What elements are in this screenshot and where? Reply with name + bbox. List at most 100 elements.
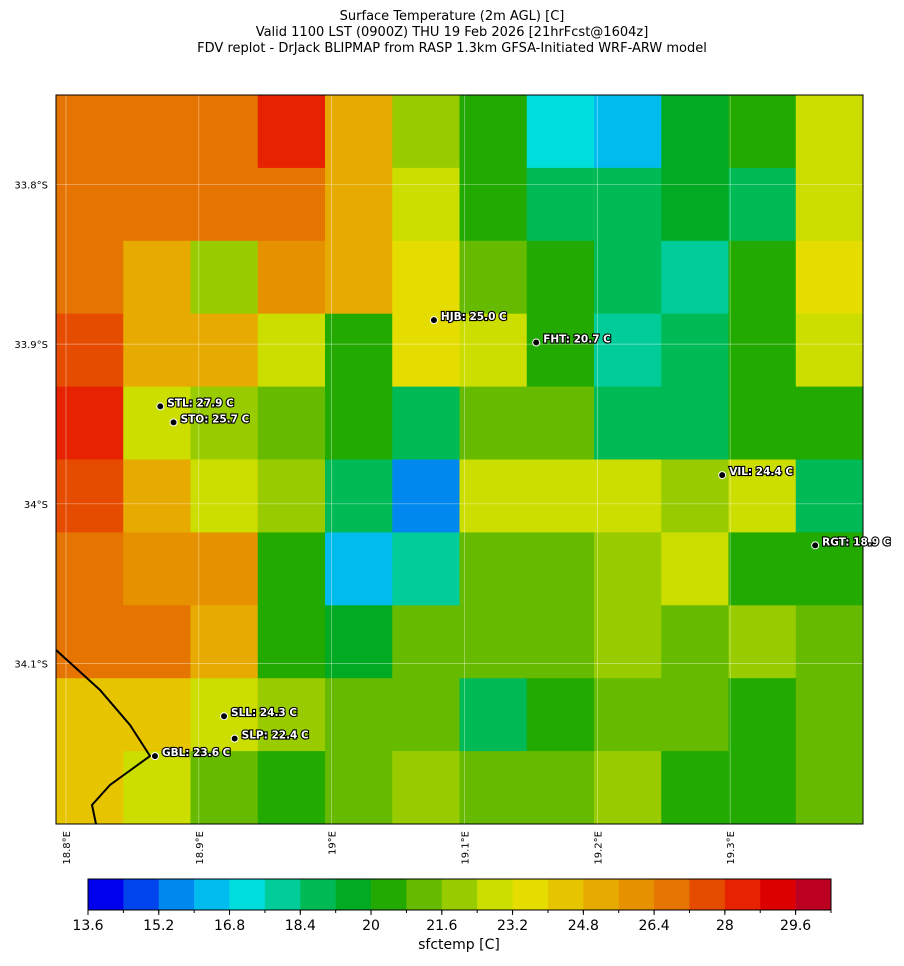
temperature-cell — [661, 313, 729, 388]
temperature-cell — [392, 313, 460, 388]
temperature-cell — [56, 678, 124, 752]
station-label: STO: 25.7 C — [181, 413, 250, 425]
temperature-cell — [123, 459, 191, 533]
temperature-cell — [526, 386, 595, 460]
temperature-cell — [325, 240, 393, 315]
temperature-cell — [795, 386, 864, 460]
temperature-cell — [459, 605, 528, 679]
station-marker — [718, 471, 727, 480]
temperature-cell — [728, 751, 797, 825]
temperature-cell — [56, 459, 124, 533]
temperature-cell — [325, 605, 393, 679]
station-marker — [150, 752, 159, 761]
colorbar-swatch — [760, 879, 796, 910]
colorbar-tick-label: 21.6 — [426, 918, 457, 934]
temperature-cell — [459, 313, 528, 388]
temperature-cell — [123, 95, 191, 169]
temperature-cell — [190, 459, 259, 533]
temperature-cell — [526, 313, 595, 388]
temperature-cell — [257, 240, 326, 315]
station-label: SLL: 24.3 C — [231, 707, 297, 719]
temperature-cell — [392, 386, 460, 460]
temperature-cell — [459, 532, 528, 606]
temperature-cell — [325, 167, 393, 242]
temperature-cell — [594, 459, 662, 533]
temperature-cell — [56, 751, 124, 825]
temperature-cell — [728, 459, 797, 533]
temperature-cell — [392, 605, 460, 679]
temperature-cell — [190, 167, 259, 242]
temperature-cell — [795, 313, 864, 388]
station-label: RGT: 18.9 C — [822, 536, 891, 548]
temperature-cell — [123, 751, 191, 825]
temperature-cell — [526, 240, 595, 315]
x-tick-label: 19.3°E — [726, 831, 737, 865]
colorbar-swatch — [689, 879, 726, 910]
temperature-cell — [123, 240, 191, 315]
station-label: HJB: 25.0 C — [441, 311, 507, 323]
station-marker — [156, 402, 165, 411]
colorbar-swatch — [583, 879, 620, 910]
temperature-cell — [728, 313, 797, 388]
temperature-cell — [190, 313, 259, 388]
temperature-cell — [728, 167, 797, 242]
temperature-cell — [56, 605, 124, 679]
y-tick-label: 34.1°S — [14, 660, 48, 671]
temperature-cell — [594, 678, 662, 752]
colorbar-tick-label: 23.2 — [497, 918, 528, 934]
temperature-cell — [123, 678, 191, 752]
colorbar-swatch — [795, 879, 832, 910]
colorbar-swatch — [512, 879, 549, 910]
colorbar-swatch — [300, 879, 336, 910]
temperature-cell — [325, 95, 393, 169]
colorbar-tick-label: 15.2 — [143, 918, 174, 934]
temperature-cell — [257, 167, 326, 242]
colorbar-swatch — [406, 879, 443, 910]
temperature-cell — [526, 751, 595, 825]
temperature-cell — [56, 532, 124, 606]
temperature-cell — [459, 678, 528, 752]
coastline — [55, 649, 152, 825]
temperature-cell — [526, 605, 595, 679]
colorbar-tick-label: 28 — [716, 918, 734, 934]
temperature-cell — [594, 313, 662, 388]
temperature-cell — [526, 678, 595, 752]
title-line: FDV replot - DrJack BLIPMAP from RASP 1.… — [197, 41, 707, 56]
temperature-cell — [459, 386, 528, 460]
temperature-cell — [56, 240, 124, 315]
temperature-field — [56, 95, 864, 825]
title-line: Valid 1100 LST (0900Z) THU 19 Feb 2026 [… — [256, 25, 649, 40]
temperature-cell — [190, 386, 259, 460]
colorbar-swatch — [441, 879, 478, 910]
temperature-cell — [526, 95, 595, 169]
temperature-cell — [728, 95, 797, 169]
temperature-cell — [257, 678, 326, 752]
temperature-cell — [325, 459, 393, 533]
y-tick-label: 34°S — [24, 500, 48, 511]
temperature-cell — [661, 678, 729, 752]
station-marker — [811, 541, 820, 550]
temperature-cell — [795, 532, 864, 606]
temperature-cell — [661, 240, 729, 315]
title-line: Surface Temperature (2m AGL) [C] — [340, 9, 565, 24]
temperature-cell — [123, 167, 191, 242]
y-tick-label: 33.8°S — [14, 180, 48, 191]
x-tick-label: 19.2°E — [593, 831, 604, 865]
temperature-cell — [661, 532, 729, 606]
temperature-cell — [661, 95, 729, 169]
temperature-cell — [594, 751, 662, 825]
colorbar-tick-label: 29.6 — [780, 918, 811, 934]
temperature-cell — [459, 167, 528, 242]
temperature-cell — [190, 605, 259, 679]
temperature-cell — [257, 313, 326, 388]
temperature-cell — [594, 240, 662, 315]
y-tick-label: 33.9°S — [14, 340, 48, 351]
colorbar-tick-label: 18.4 — [285, 918, 316, 934]
temperature-cell — [257, 459, 326, 533]
colorbar-swatch — [123, 879, 160, 910]
colorbar-tick-label: 16.8 — [214, 918, 245, 934]
temperature-cell — [392, 459, 460, 533]
temperature-cell — [594, 386, 662, 460]
x-tick-label: 18.8°E — [62, 831, 73, 865]
station-label: VIL: 24.4 C — [729, 466, 793, 478]
